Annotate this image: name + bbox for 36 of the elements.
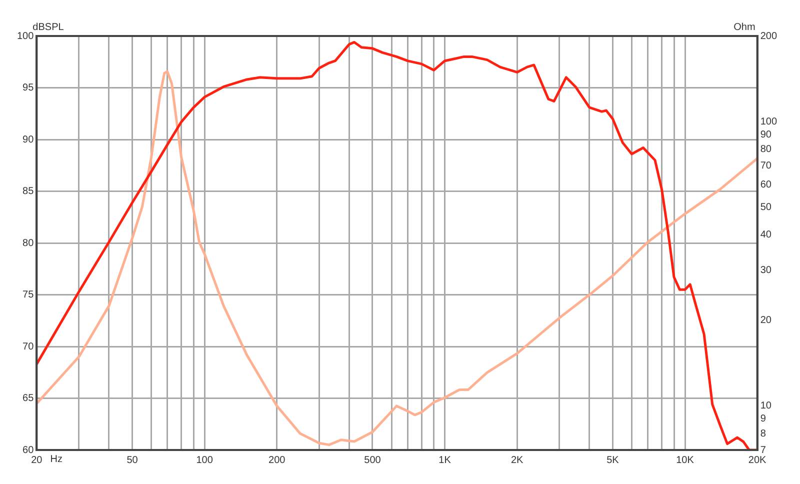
y2-axis-title: dBSPL [32, 22, 64, 33]
y-tick-label: 60 [760, 179, 772, 190]
y-tick-label: 80 [760, 144, 772, 155]
y2-tick-label: 70 [22, 341, 34, 352]
y-tick-label: 40 [760, 230, 772, 241]
y-tick-label: 8 [760, 428, 766, 440]
x-tick-label: 5K [606, 454, 620, 466]
y-tick-label: 200 [760, 30, 778, 42]
y-tick-label: 90 [760, 129, 772, 140]
y2-tick-label: 60 [22, 444, 34, 456]
y-tick-label: 10 [760, 400, 772, 412]
y-tick-label: 70 [760, 160, 772, 172]
y-tick-label: 30 [760, 265, 772, 276]
x-tick-label: 1K [438, 454, 452, 466]
y2-tick-label: 65 [22, 393, 34, 404]
y2-tick-label: 100 [16, 30, 34, 42]
y-tick-label: 7 [760, 444, 766, 456]
y-tick-label: 50 [760, 202, 772, 213]
x-tick-label: 10K [676, 454, 694, 466]
x-tick-label: 500 [364, 454, 382, 466]
y2-tick-label: 75 [22, 290, 34, 300]
x-tick-label: 20 [31, 454, 43, 466]
y-tick-label: 20 [760, 315, 772, 326]
x-tick-label: 200 [268, 454, 286, 466]
y2-tick-label: 95 [22, 82, 34, 94]
y-axis-title: Ohm [734, 22, 756, 33]
y2-tick-label: 90 [22, 134, 34, 146]
x-tick-label: 2K [510, 454, 524, 466]
y-tick-label: 100 [760, 116, 778, 128]
y2-tick-label: 80 [22, 238, 34, 249]
x-tick-label: 100 [196, 454, 214, 466]
x-axis-title: Hz [50, 454, 62, 465]
y2-tick-label: 85 [22, 186, 34, 197]
x-tick-label: 50 [126, 454, 138, 466]
y-tick-label: 9 [760, 414, 766, 425]
x-tick-label: 20K [748, 454, 767, 466]
